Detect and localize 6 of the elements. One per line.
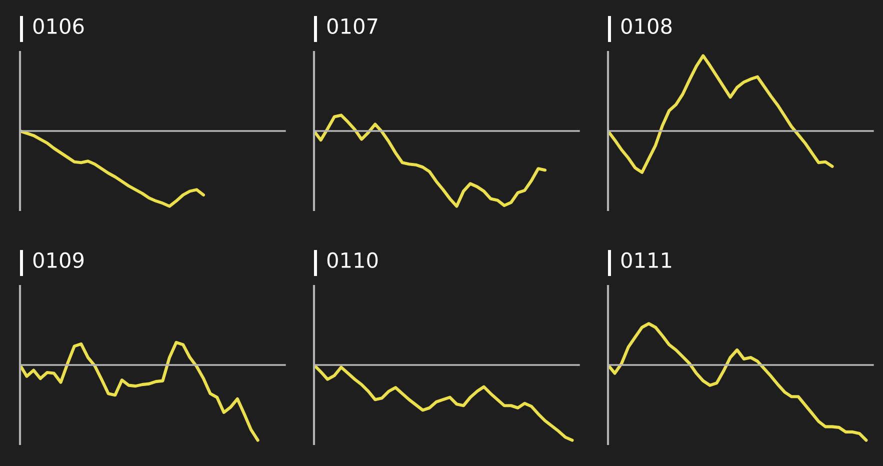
chart-title: 0106 xyxy=(33,18,84,34)
chart-title: 0110 xyxy=(327,252,378,268)
chart-title: 0111 xyxy=(621,252,672,268)
chart-title: 0107 xyxy=(327,18,378,34)
chart-title: 0108 xyxy=(621,18,672,34)
chart-title: 0109 xyxy=(33,252,84,268)
